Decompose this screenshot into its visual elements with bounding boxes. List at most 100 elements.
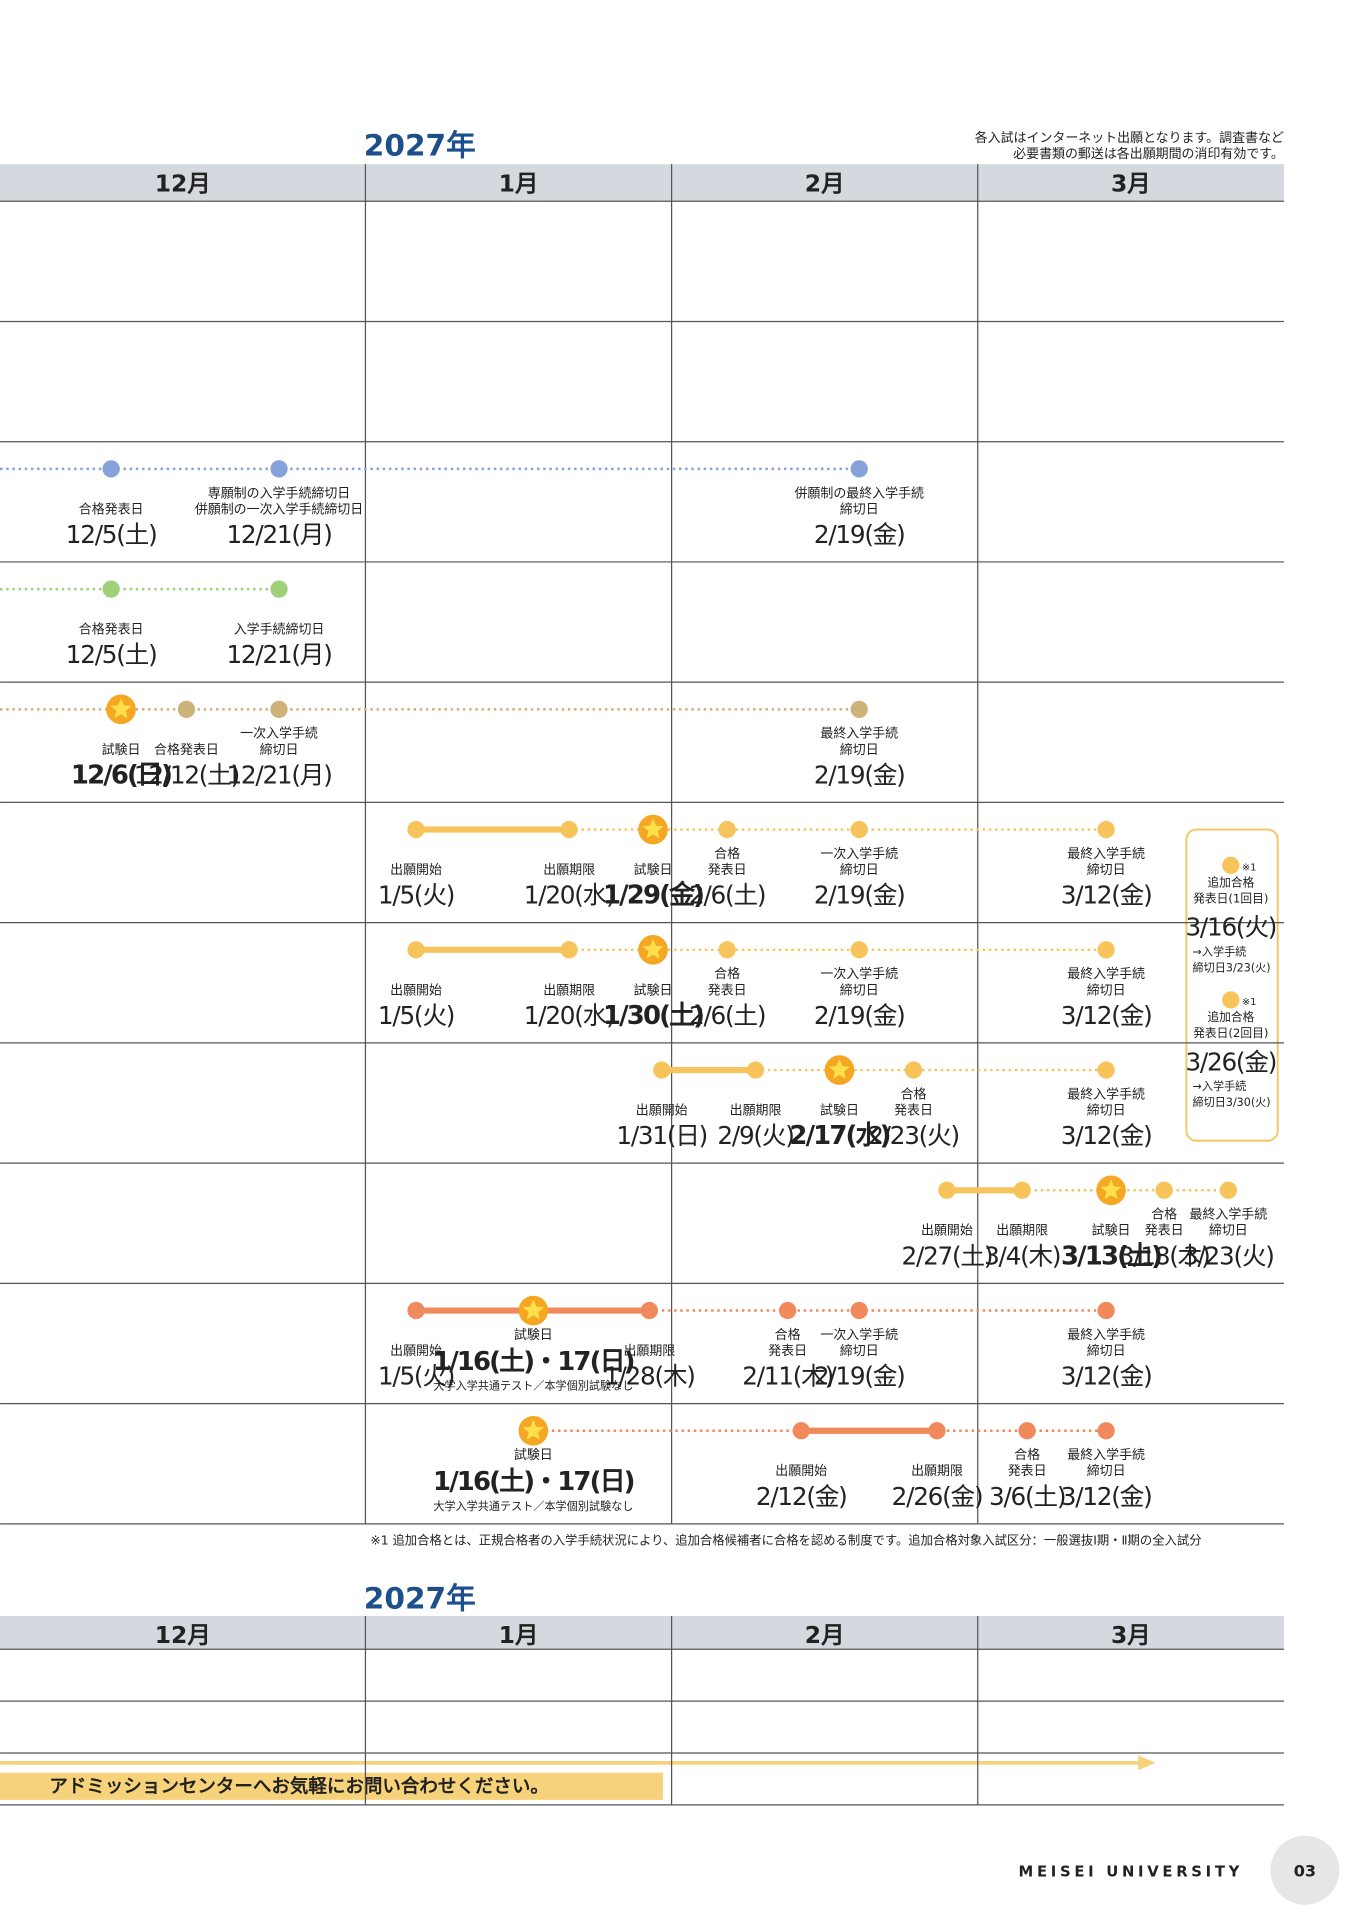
event-dot: [270, 580, 288, 598]
event-label: 発表日: [894, 1103, 933, 1118]
event-date: 3/12(金): [1061, 1121, 1152, 1150]
event-dot: [1097, 1061, 1115, 1079]
event-date: 12/21(月): [226, 760, 331, 789]
event-date: 12/12(土): [134, 760, 239, 789]
event-label: 締切日: [840, 862, 879, 878]
event-label: 締切日: [260, 742, 299, 758]
event-label: 合格: [1014, 1447, 1040, 1463]
event-label: 最終入学手続: [1067, 1447, 1145, 1463]
event-label: 合格: [775, 1327, 801, 1343]
month: 2月: [805, 1621, 845, 1649]
event-date: 1/5(火): [378, 1001, 454, 1030]
month: 3月: [1111, 1621, 1151, 1649]
event-date: 2/23(火): [868, 1121, 959, 1150]
banner: [0, 1772, 663, 1800]
event-date: 2/17(水): [789, 1121, 889, 1151]
event-label: 併願制の一次入学手続締切日: [195, 501, 363, 517]
header-bar: [0, 164, 1284, 202]
event-label: 出願期限: [996, 1224, 1048, 1239]
side-date: 3/26(金): [1185, 1047, 1276, 1076]
event-label: 一次入学手続: [820, 966, 898, 982]
event-dot: [270, 700, 288, 718]
month: 1月: [499, 1621, 539, 1649]
event-label: 締切日: [1087, 862, 1126, 878]
event-date: 1/5(火): [378, 1362, 454, 1391]
month: 3月: [1111, 169, 1151, 197]
event-label: 出願開始: [775, 1464, 827, 1479]
event-dot: [1018, 1422, 1036, 1440]
event-label: 出願期限: [911, 1464, 963, 1479]
event-label: 発表日: [708, 863, 747, 878]
event-label: 発表日: [1008, 1464, 1047, 1479]
event-dot: [850, 1301, 868, 1320]
side-after: 締切日3/30(火): [1193, 1095, 1271, 1109]
side-label: 発表日(2回目): [1193, 1026, 1268, 1040]
event-date: 3/4(木): [984, 1241, 1060, 1270]
event-label: 合格発表日: [79, 622, 144, 638]
event-dot: [560, 820, 578, 839]
event-label: 締切日: [840, 1343, 879, 1359]
event-date: 2/11(木): [742, 1362, 833, 1391]
event-date: 2/6(土): [689, 881, 765, 910]
event-date: 2/6(土): [689, 1001, 765, 1030]
event-label: 一次入学手続: [820, 1327, 898, 1343]
event-label: 発表日: [768, 1344, 807, 1359]
event-dot: [746, 1061, 765, 1079]
event-label: 一次入学手続: [240, 726, 318, 742]
event-date: 12/5(土): [66, 520, 157, 549]
month: 2月: [805, 169, 845, 197]
event-date: 2/19(金): [814, 1362, 905, 1391]
event-label: 試験日: [634, 862, 673, 878]
event-dot: [928, 1422, 946, 1440]
page-badge: [1270, 1835, 1340, 1905]
event-note: 大学入学共通テスト／本学個別試験なし: [433, 1499, 633, 1513]
banner-text: アドミッションセンターへお気軽にお問い合わせください。: [49, 1775, 549, 1797]
event-date: 1/5(火): [378, 881, 454, 910]
event-label: 発表日: [708, 983, 747, 998]
event-label: 試験日: [1092, 1223, 1131, 1239]
event-label: 専願制の入学手続締切日: [208, 485, 350, 501]
event-label: 最終入学手続: [1067, 966, 1145, 982]
event-date: 3/6(土): [989, 1482, 1065, 1511]
event-label: 出願期限: [543, 983, 595, 998]
event-dot: [102, 460, 120, 478]
event-dot: [270, 460, 288, 478]
event-date: 2/19(金): [814, 1001, 905, 1030]
event-date: 2/26(金): [892, 1482, 983, 1511]
event-dot: [904, 1061, 923, 1079]
star: [522, 1299, 544, 1320]
event-dot: [1222, 991, 1240, 1009]
event-dot: [1013, 1181, 1031, 1199]
event-date: 1/29(金): [603, 880, 703, 911]
star: [1100, 1179, 1122, 1200]
event-label: 出願期限: [730, 1103, 782, 1118]
note: 各入試はインターネット出願となります。調査書など: [975, 130, 1284, 146]
event-date: 1/30(土): [603, 1001, 703, 1031]
event-label: 出願開始: [921, 1224, 973, 1239]
event-label: 最終入学手続: [1067, 846, 1145, 862]
event-date: 12/21(月): [226, 520, 331, 549]
event-dot: [640, 1301, 659, 1320]
event-label: 併願制の最終入学手続: [794, 485, 924, 501]
event-date: 3/12(金): [1061, 1362, 1152, 1391]
side-label: 発表日(1回目): [1193, 891, 1268, 905]
event-label: 合格: [714, 846, 740, 862]
event-date: 3/12(金): [1061, 1482, 1152, 1511]
star: [522, 1419, 544, 1440]
star: [110, 698, 132, 719]
event-dot: [407, 941, 425, 959]
year: 2027年: [364, 129, 476, 163]
event-label: 出願期限: [543, 863, 595, 878]
event-dot: [1097, 1301, 1115, 1320]
event-label: 合格: [1151, 1207, 1177, 1223]
university: MEISEI UNIVERSITY: [1019, 1863, 1244, 1880]
event-date: 12/5(土): [66, 640, 157, 669]
month: 12月: [155, 1621, 211, 1649]
event-label: 試験日: [102, 742, 141, 758]
event-label: 合格発表日: [79, 501, 144, 517]
event-date: 1/31(日): [616, 1121, 707, 1150]
event-date: 2/27(土): [902, 1241, 993, 1270]
event-label: 試験日: [514, 1447, 553, 1463]
event-dot: [1219, 1181, 1237, 1199]
